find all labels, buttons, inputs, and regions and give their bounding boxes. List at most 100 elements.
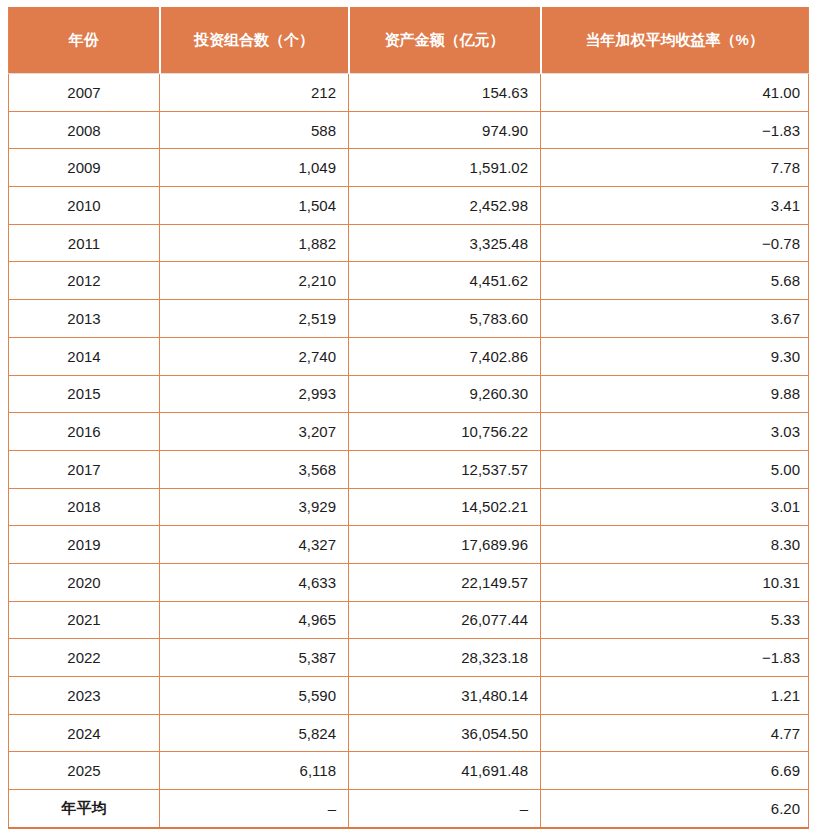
table-row: 20256,11841,691.486.69 [9, 752, 809, 790]
cell-asset-amount: 31,480.14 [349, 677, 541, 715]
cell-portfolio-count: 5,387 [160, 639, 349, 677]
cell-asset-amount: 5,783.60 [349, 300, 541, 338]
cell-return-rate: 4.77 [541, 714, 809, 752]
cell-return-rate: 3.67 [541, 300, 809, 338]
cell-portfolio-count: 1,049 [160, 149, 349, 187]
cell-asset-amount: 12,537.57 [349, 450, 541, 488]
cell-asset-amount: 974.90 [349, 111, 541, 149]
cell-portfolio-count: 2,519 [160, 300, 349, 338]
cell-return-rate: 1.21 [541, 677, 809, 715]
col-header-year: 年份 [9, 7, 160, 74]
cell-asset-amount: 4,451.62 [349, 262, 541, 300]
table-row: 20101,5042,452.983.41 [9, 187, 809, 225]
cell-return-rate: 5.33 [541, 601, 809, 639]
cell-return-rate: 3.41 [541, 187, 809, 225]
cell-portfolio-count: 2,993 [160, 375, 349, 413]
cell-return-rate: −0.78 [541, 224, 809, 262]
table-row: 20163,20710,756.223.03 [9, 413, 809, 451]
cell-asset-amount: 36,054.50 [349, 714, 541, 752]
cell-year: 2022 [9, 639, 160, 677]
cell-asset-amount: 14,502.21 [349, 488, 541, 526]
cell-year: 2023 [9, 677, 160, 715]
cell-return-rate: 3.03 [541, 413, 809, 451]
cell-asset-amount: 28,323.18 [349, 639, 541, 677]
cell-return-rate: 6.69 [541, 752, 809, 790]
cell-portfolio-count: – [160, 790, 349, 828]
cell-year: 2015 [9, 375, 160, 413]
cell-asset-amount: 3,325.48 [349, 224, 541, 262]
cell-return-rate: 3.01 [541, 488, 809, 526]
cell-year: 2014 [9, 337, 160, 375]
table-row: 20132,5195,783.603.67 [9, 300, 809, 338]
cell-asset-amount: 41,691.48 [349, 752, 541, 790]
cell-portfolio-count: 2,210 [160, 262, 349, 300]
cell-asset-amount: 7,402.86 [349, 337, 541, 375]
cell-portfolio-count: 588 [160, 111, 349, 149]
cell-asset-amount: 2,452.98 [349, 187, 541, 225]
table-row: 20111,8823,325.48−0.78 [9, 224, 809, 262]
table-row: 20152,9939,260.309.88 [9, 375, 809, 413]
cell-return-rate: 6.20 [541, 790, 809, 828]
cell-asset-amount: 9,260.30 [349, 375, 541, 413]
col-header-portfolio-count: 投资组合数（个） [160, 7, 349, 74]
cell-year: 2012 [9, 262, 160, 300]
cell-portfolio-count: 5,590 [160, 677, 349, 715]
table-row: 20142,7407,402.869.30 [9, 337, 809, 375]
cell-year: 2021 [9, 601, 160, 639]
cell-return-rate: 41.00 [541, 74, 809, 112]
col-header-return-rate: 当年加权平均收益率（%） [541, 7, 809, 74]
statistics-table-container: 年份 投资组合数（个） 资产金额（亿元） 当年加权平均收益率（%） 200721… [8, 7, 808, 829]
cell-year: 2017 [9, 450, 160, 488]
cell-year: 2018 [9, 488, 160, 526]
cell-asset-amount: 10,756.22 [349, 413, 541, 451]
table-row: 20204,63322,149.5710.31 [9, 563, 809, 601]
cell-year: 2010 [9, 187, 160, 225]
cell-return-rate: 8.30 [541, 526, 809, 564]
cell-return-rate: 5.68 [541, 262, 809, 300]
cell-year: 2025 [9, 752, 160, 790]
cell-return-rate: 9.88 [541, 375, 809, 413]
cell-return-rate: 10.31 [541, 563, 809, 601]
cell-asset-amount: 1,591.02 [349, 149, 541, 187]
cell-return-rate: −1.83 [541, 639, 809, 677]
cell-year: 2011 [9, 224, 160, 262]
cell-portfolio-count: 212 [160, 74, 349, 112]
cell-portfolio-count: 3,207 [160, 413, 349, 451]
cell-return-rate: 5.00 [541, 450, 809, 488]
cell-portfolio-count: 1,882 [160, 224, 349, 262]
table-row: 20214,96526,077.445.33 [9, 601, 809, 639]
cell-asset-amount: 26,077.44 [349, 601, 541, 639]
col-header-asset-amount: 资产金额（亿元） [349, 7, 541, 74]
table-row: 20225,38728,323.18−1.83 [9, 639, 809, 677]
cell-portfolio-count: 4,327 [160, 526, 349, 564]
table-row: 20245,82436,054.504.77 [9, 714, 809, 752]
cell-portfolio-count: 1,504 [160, 187, 349, 225]
cell-portfolio-count: 3,568 [160, 450, 349, 488]
cell-asset-amount: – [349, 790, 541, 828]
cell-portfolio-count: 6,118 [160, 752, 349, 790]
cell-year: 年平均 [9, 790, 160, 828]
cell-asset-amount: 154.63 [349, 74, 541, 112]
cell-year: 2008 [9, 111, 160, 149]
cell-year: 2009 [9, 149, 160, 187]
table-row: 20194,32717,689.968.30 [9, 526, 809, 564]
cell-year: 2020 [9, 563, 160, 601]
cell-portfolio-count: 3,929 [160, 488, 349, 526]
cell-asset-amount: 17,689.96 [349, 526, 541, 564]
cell-year: 2019 [9, 526, 160, 564]
cell-portfolio-count: 4,633 [160, 563, 349, 601]
table-row: 2007212154.6341.00 [9, 74, 809, 112]
cell-year: 2007 [9, 74, 160, 112]
data-table: 年份 投资组合数（个） 资产金额（亿元） 当年加权平均收益率（%） 200721… [8, 7, 809, 829]
table-body: 2007212154.6341.002008588974.90−1.832009… [9, 74, 809, 828]
table-row: 2008588974.90−1.83 [9, 111, 809, 149]
table-header-row: 年份 投资组合数（个） 资产金额（亿元） 当年加权平均收益率（%） [9, 7, 809, 74]
cell-portfolio-count: 2,740 [160, 337, 349, 375]
cell-return-rate: 9.30 [541, 337, 809, 375]
cell-portfolio-count: 4,965 [160, 601, 349, 639]
cell-year: 2013 [9, 300, 160, 338]
table-row: 20183,92914,502.213.01 [9, 488, 809, 526]
cell-return-rate: 7.78 [541, 149, 809, 187]
table-row: 20173,56812,537.575.00 [9, 450, 809, 488]
table-row: 20091,0491,591.027.78 [9, 149, 809, 187]
